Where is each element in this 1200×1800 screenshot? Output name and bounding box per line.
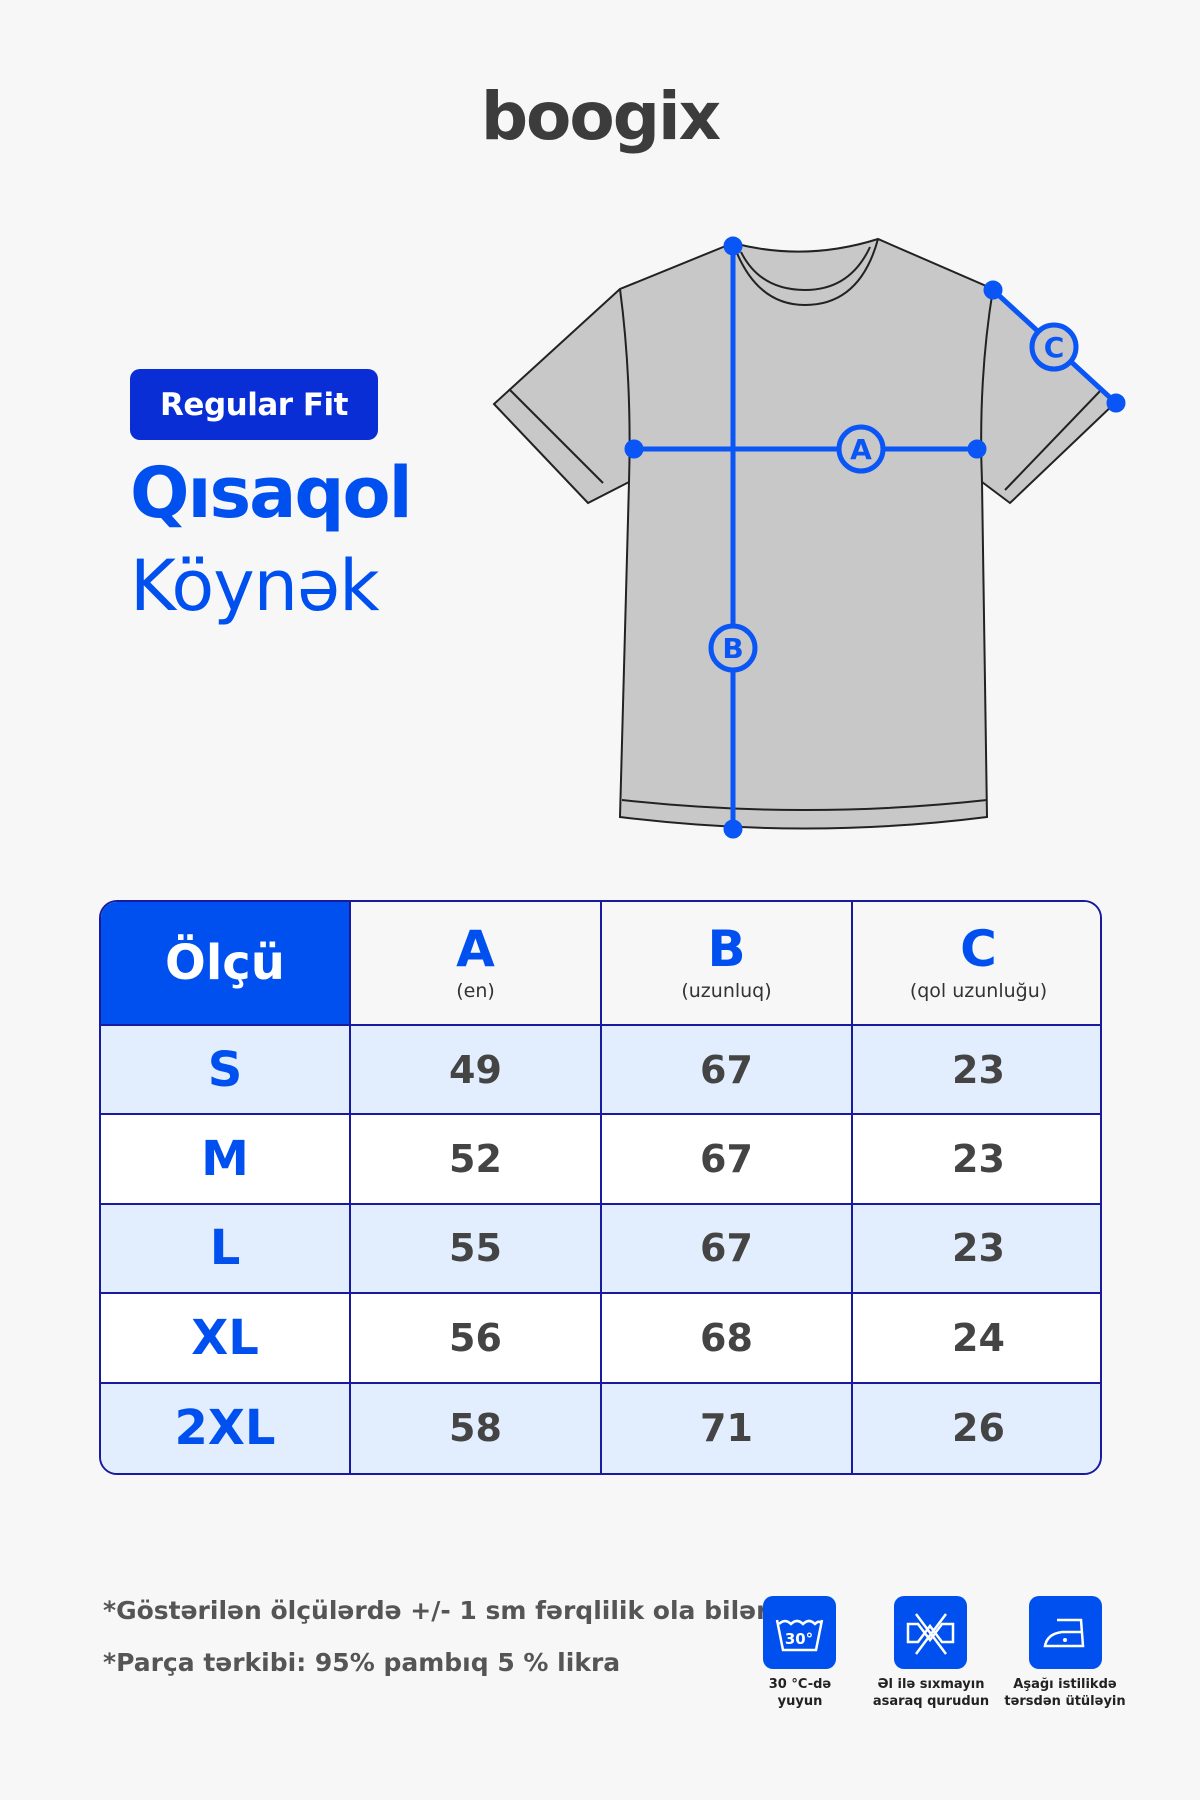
care-line: Əl ilə sıxmayın [877, 1677, 985, 1692]
measure-cell-b: 67 [602, 1204, 853, 1295]
header-sub: (uzunluq) [681, 980, 772, 1002]
measure-cell-b: 68 [602, 1294, 853, 1384]
care-label-wash: 30 °C-də yuyun [735, 1676, 865, 1710]
label-c: C [1044, 331, 1065, 364]
header-letter: A [456, 920, 495, 978]
wash-30-icon: 30° [763, 1596, 836, 1669]
brand-logo: boogix [480, 78, 721, 155]
label-a: A [850, 433, 872, 466]
product-title: Qısaqol [130, 452, 413, 534]
care-line: tərsdən ütüləyin [1004, 1694, 1126, 1709]
do-not-wring-icon [894, 1596, 967, 1669]
measure-cell-c: 24 [853, 1294, 1100, 1384]
size-cell: S [101, 1026, 351, 1116]
label-b: B [722, 632, 743, 665]
measure-cell-c: 23 [853, 1115, 1100, 1205]
size-cell: L [101, 1204, 351, 1295]
measure-cell-c: 23 [853, 1204, 1100, 1295]
wash-temp: 30° [785, 1630, 813, 1648]
fit-badge: Regular Fit [130, 369, 378, 440]
header-a: A (en) [351, 902, 602, 1026]
measure-cell-b: 71 [602, 1383, 853, 1473]
product-subtitle: Köynək [130, 545, 380, 627]
note-fabric: *Parça tərkibi: 95% pambıq 5 % likra [103, 1648, 621, 1677]
header-size: Ölçü [101, 902, 351, 1026]
note-tolerance: *Göstərilən ölçülərdə +/- 1 sm fərqlilik… [103, 1596, 775, 1625]
measure-cell-b: 67 [602, 1115, 853, 1205]
size-cell: 2XL [101, 1383, 351, 1473]
care-line: Aşağı istilikdə [1013, 1677, 1117, 1692]
header-letter: C [960, 920, 997, 978]
measure-cell-b: 67 [602, 1026, 853, 1116]
measure-cell-a: 55 [351, 1204, 602, 1295]
measure-cell-a: 49 [351, 1026, 602, 1116]
tshirt-diagram: A B C [492, 236, 1126, 839]
measure-cell-a: 52 [351, 1115, 602, 1205]
measure-cell-a: 58 [351, 1383, 602, 1473]
care-line: 30 °C-də [768, 1677, 832, 1692]
header-sub: (qol uzunluğu) [909, 980, 1048, 1002]
care-line: asaraq qurudun [872, 1694, 990, 1709]
size-cell: M [101, 1115, 351, 1205]
header-letter: B [707, 920, 746, 978]
care-label-dry: Əl ilə sıxmayın asaraq qurudun [866, 1676, 996, 1710]
header-c: C (qol uzunluğu) [853, 902, 1100, 1026]
measure-cell-a: 56 [351, 1294, 602, 1384]
header-b: B (uzunluq) [602, 902, 853, 1026]
iron-low-icon [1029, 1596, 1102, 1669]
measure-cell-c: 23 [853, 1026, 1100, 1116]
header-sub: (en) [456, 980, 495, 1002]
size-cell: XL [101, 1294, 351, 1384]
care-label-iron: Aşağı istilikdə tərsdən ütüləyin [1000, 1676, 1130, 1710]
care-line: yuyun [777, 1694, 823, 1709]
measure-cell-c: 26 [853, 1383, 1100, 1473]
